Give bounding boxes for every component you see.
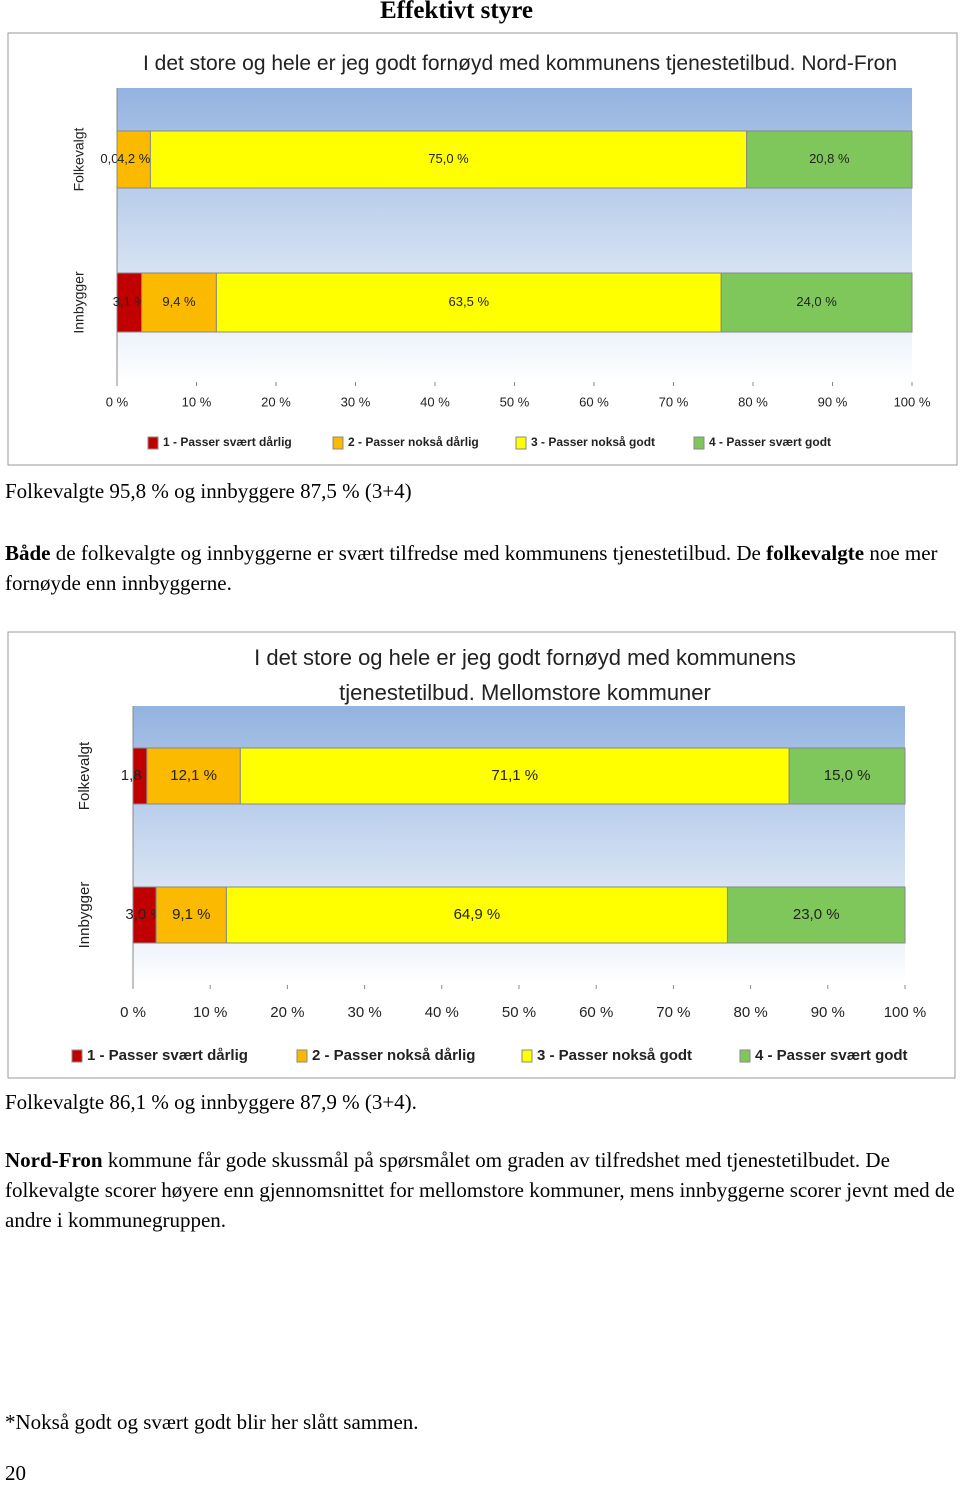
value-label: 24,0 % <box>796 294 837 309</box>
chart-title: I det store og hele er jeg godt fornøyd … <box>142 52 898 75</box>
legend-swatch <box>332 436 344 450</box>
category-label: Folkevalgt <box>76 741 93 810</box>
text: noe mer fornøyde enn innbyggerne. <box>5 541 938 595</box>
x-tick-label: 50 % <box>500 394 530 409</box>
legend-label: 1 - Passer svært dårlig <box>163 435 292 449</box>
legend-swatch <box>521 1049 533 1063</box>
x-tick-label: 40 % <box>420 394 450 409</box>
text: de folkevalgte og innbyggerne er svært t… <box>50 541 767 565</box>
x-tick-label: 50 % <box>502 1004 536 1021</box>
x-tick-label: 70 % <box>659 394 689 409</box>
page-title: Effektivt styre <box>380 0 533 24</box>
x-tick-label: 10 % <box>193 1004 227 1021</box>
bar-segment <box>146 747 241 805</box>
text: Både <box>5 541 51 565</box>
page-number: 20 <box>5 1461 26 1485</box>
value-label: 4,2 % <box>117 151 151 166</box>
category-label: Folkevalgt <box>71 127 87 191</box>
legend-swatch <box>515 436 527 450</box>
text: Nord-Fron <box>5 1148 103 1172</box>
x-tick-label: 90 % <box>818 394 848 409</box>
text: folkevalgte <box>766 541 865 565</box>
x-tick-label: 30 % <box>341 394 371 409</box>
value-label: 3,0 % <box>125 906 163 923</box>
text: Folkevalgte 95,8 % og innbyggere 87,5 % … <box>5 479 412 503</box>
legend-swatch <box>296 1049 308 1063</box>
text: Folkevalgte 86,1 % og innbyggere 87,9 % … <box>5 1090 417 1114</box>
value-label: 63,5 % <box>449 294 490 309</box>
x-tick-label: 90 % <box>811 1004 845 1021</box>
value-label: 75,0 % <box>428 151 469 166</box>
chart-frame <box>7 32 958 466</box>
legend-label: 4 - Passer svært godt <box>755 1047 908 1064</box>
text: kommune får gode skussmål på spørsmålet … <box>5 1148 955 1232</box>
value-label: 20,8 % <box>809 151 850 166</box>
chart-frame <box>7 631 956 1079</box>
legend-swatch <box>739 1049 751 1063</box>
bar-segment <box>155 886 227 944</box>
x-tick-label: 70 % <box>656 1004 690 1021</box>
legend-label: 1 - Passer svært dårlig <box>87 1047 248 1064</box>
x-tick-label: 30 % <box>347 1004 381 1021</box>
x-tick-label: 100 % <box>884 1004 927 1021</box>
value-label: 23,0 % <box>793 906 840 923</box>
paragraph: Folkevalgte 95,8 % og innbyggere 87,5 % … <box>5 476 412 506</box>
value-label: 9,1 % <box>172 906 210 923</box>
x-tick-label: 100 % <box>894 394 931 409</box>
x-tick-label: 0 % <box>120 1004 146 1021</box>
bar-segment <box>239 747 790 805</box>
x-tick-label: 20 % <box>270 1004 304 1021</box>
bar-segment <box>215 272 722 333</box>
x-tick-label: 40 % <box>425 1004 459 1021</box>
bar-segment <box>788 747 906 805</box>
x-tick-label: 20 % <box>261 394 291 409</box>
bar-segment <box>116 272 143 333</box>
bar-segment <box>726 886 906 944</box>
x-tick-label: 0 % <box>106 394 129 409</box>
legend-label: 2 - Passer nokså dårlig <box>348 435 479 449</box>
value-label: 64,9 % <box>454 906 501 923</box>
legend-swatch <box>71 1049 83 1063</box>
x-tick-label: 80 % <box>733 1004 767 1021</box>
bar-segment <box>141 272 217 333</box>
value-label: 3,1 % <box>113 294 147 309</box>
legend-label: 3 - Passer nokså godt <box>531 435 655 449</box>
legend-label: 2 - Passer nokså dårlig <box>312 1047 475 1064</box>
paragraph: Nord-Fron kommune får gode skussmål på s… <box>5 1145 960 1235</box>
value-label: 71,1 % <box>491 767 538 784</box>
category-label: Innbygger <box>71 271 87 334</box>
legend-label: 3 - Passer nokså godt <box>537 1047 692 1064</box>
legend-swatch <box>147 436 159 450</box>
value-label: 9,4 % <box>162 294 196 309</box>
value-label: 12,1 % <box>170 767 217 784</box>
x-tick-label: 60 % <box>579 1004 613 1021</box>
x-tick-label: 60 % <box>579 394 609 409</box>
x-tick-label: 80 % <box>738 394 768 409</box>
chart-title: I det store og hele er jeg godt fornøyd … <box>254 645 796 705</box>
bar-segment <box>225 886 728 944</box>
x-tick-label: 10 % <box>182 394 212 409</box>
paragraph: Både de folkevalgte og innbyggerne er sv… <box>5 538 950 598</box>
bar-segment <box>746 130 913 189</box>
category-label: Innbygger <box>76 882 93 949</box>
bar-segment <box>720 272 913 333</box>
footnote: *Nokså godt og svært godt blir her slått… <box>5 1410 419 1434</box>
legend-label: 4 - Passer svært godt <box>709 435 831 449</box>
paragraph: Folkevalgte 86,1 % og innbyggere 87,9 % … <box>5 1087 417 1117</box>
value-label: 15,0 % <box>824 767 871 784</box>
legend-swatch <box>693 436 705 450</box>
